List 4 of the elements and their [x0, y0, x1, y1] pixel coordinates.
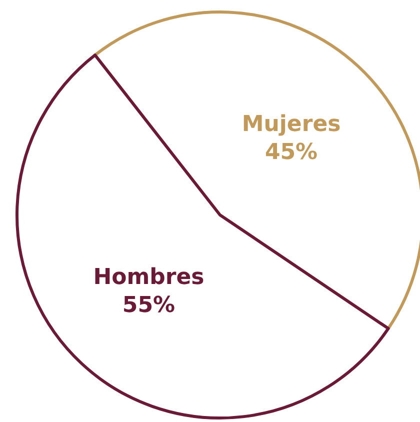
data-label: 45% — [264, 140, 318, 166]
slice-label: Hombres — [93, 264, 204, 290]
slice-label: Mujeres — [242, 112, 341, 138]
data-label: 55% — [122, 292, 176, 318]
